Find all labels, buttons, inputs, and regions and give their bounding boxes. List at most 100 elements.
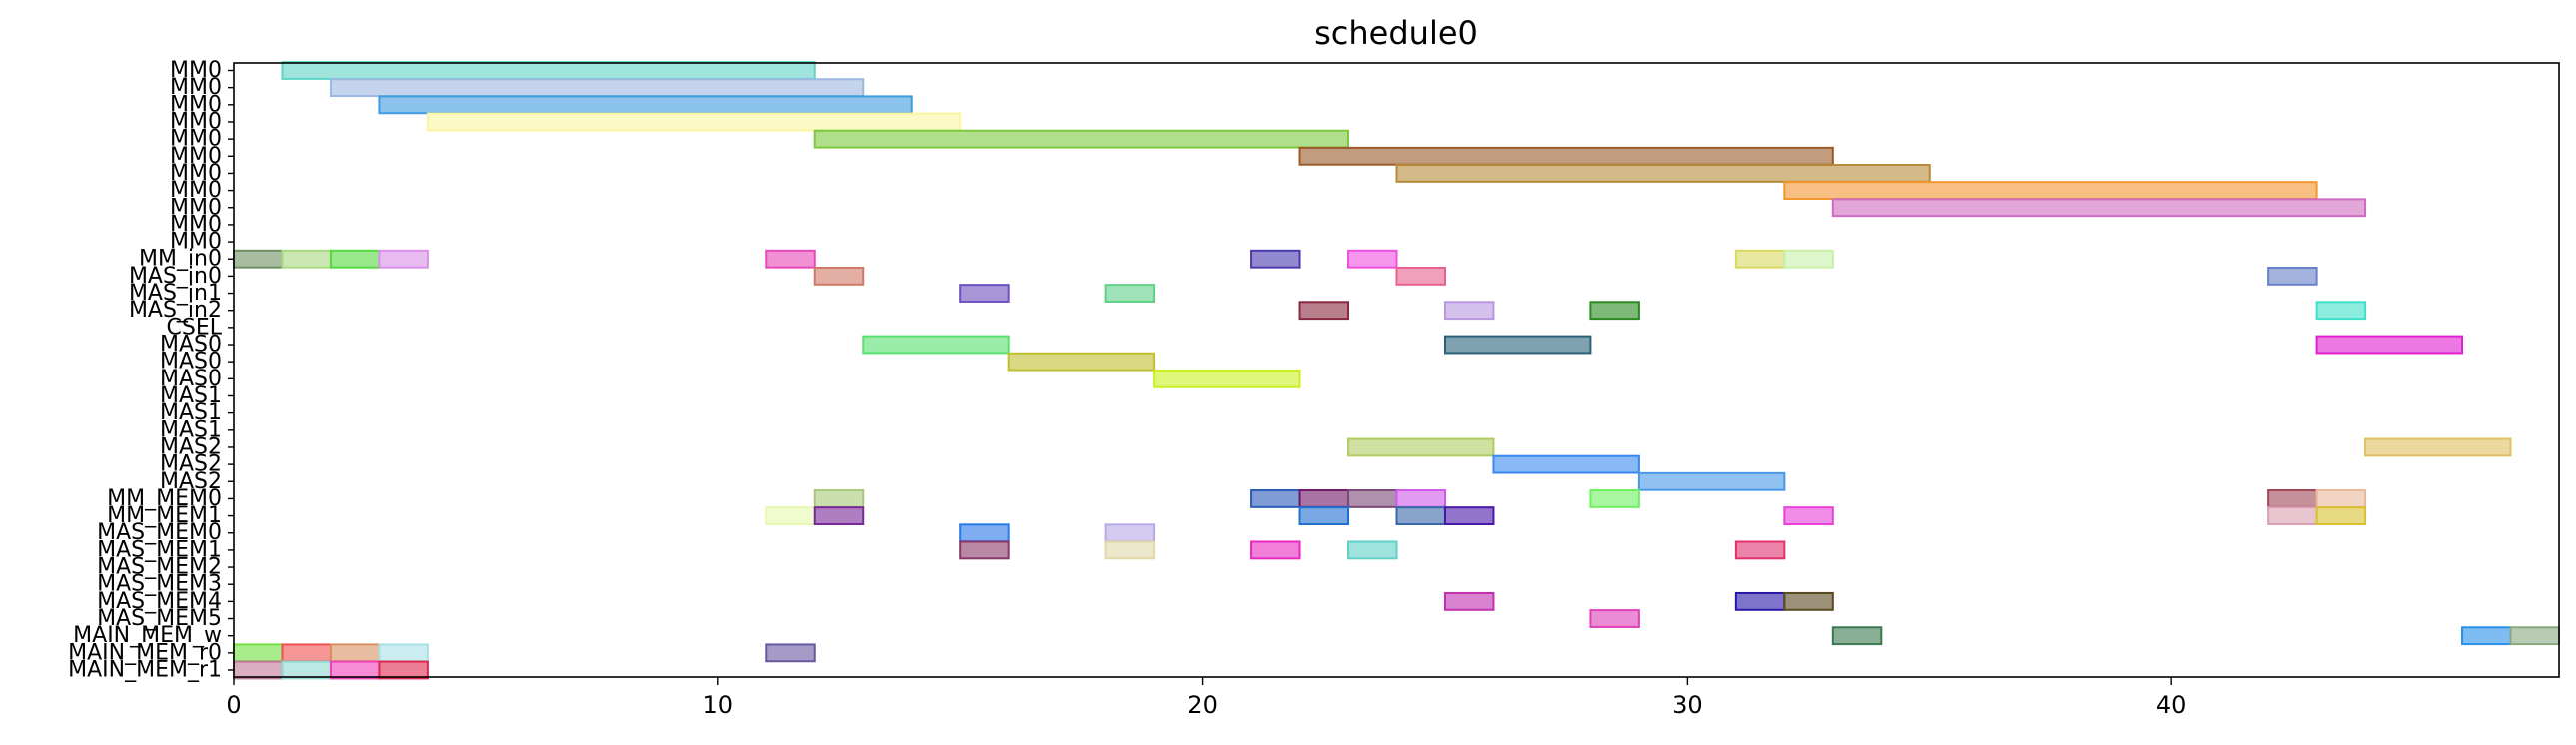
chart-title: schedule0 <box>1314 14 1478 52</box>
gantt-bar <box>281 660 332 680</box>
gantt-bar <box>378 95 913 115</box>
gantt-bar <box>1250 249 1301 269</box>
gantt-bar <box>378 643 429 663</box>
gantt-bar <box>378 660 429 680</box>
gantt-bar <box>1443 591 1495 611</box>
row-label: MAS2 <box>160 434 222 459</box>
row-label: MM0 <box>170 195 222 220</box>
x-tick-label: 0 <box>226 691 241 719</box>
row-label: MAS0 <box>160 350 222 374</box>
row-label: MAS_in1 <box>129 281 222 306</box>
gantt-bar <box>233 643 284 663</box>
gantt-bar <box>1783 249 1834 269</box>
gantt-bar <box>1298 506 1350 525</box>
gantt-bar <box>813 489 865 508</box>
gantt-bar <box>1250 489 1301 508</box>
gantt-bar <box>281 249 332 269</box>
row-label: MAS1 <box>160 417 222 442</box>
gantt-bar <box>233 660 284 680</box>
x-ticks: 0 10 20 30 40 <box>226 677 2186 719</box>
gantt-bar <box>426 112 962 132</box>
row-label: MAIN_MEM_w <box>73 623 222 648</box>
row-label: MM0 <box>170 58 222 83</box>
row-label: MM_MEM1 <box>107 503 222 528</box>
gantt-bar <box>2315 506 2367 525</box>
row-label: MAS2 <box>160 469 222 494</box>
x-tick-label: 30 <box>1672 691 1703 719</box>
gantt-bar <box>2267 506 2318 525</box>
gantt-bar <box>813 266 865 286</box>
gantt-bar <box>1007 352 1156 372</box>
row-label: MAS_MEM3 <box>97 572 222 597</box>
gantt-bar <box>1831 198 2367 218</box>
gantt-bar <box>2267 266 2318 286</box>
row-label: MM0 <box>170 178 222 203</box>
row-label: MAS_MEM2 <box>97 555 222 580</box>
gantt-bar <box>281 643 332 663</box>
row-label: MM0 <box>170 144 222 169</box>
row-label: MM0 <box>170 92 222 117</box>
gantt-bar <box>1395 164 1931 183</box>
gantt-bar <box>1104 284 1156 303</box>
row-label: MAS0 <box>160 367 222 391</box>
gantt-bar <box>765 249 816 269</box>
gantt-bar <box>2315 489 2367 508</box>
row-label: MM0 <box>170 212 222 237</box>
gantt-bar <box>959 284 1010 303</box>
row-label: MM0 <box>170 109 222 134</box>
gantt-bar <box>813 129 1350 149</box>
row-label: MM0 <box>170 75 222 100</box>
gantt-bar <box>2364 437 2512 457</box>
x-tick-label: 40 <box>2156 691 2187 719</box>
gantt-bar <box>1347 489 1398 508</box>
row-label: MM0 <box>170 127 222 152</box>
gantt-bar <box>1395 266 1446 286</box>
gantt-bar <box>1589 489 1640 508</box>
gantt-bar <box>1347 437 1495 457</box>
gantt-bar <box>1637 471 1786 491</box>
gantt-bar <box>1783 181 2318 201</box>
row-label: MAS1 <box>160 400 222 425</box>
gantt-bar <box>1104 523 1156 543</box>
gantt-bar <box>813 506 865 525</box>
gantt-bar <box>1734 591 1786 611</box>
row-label: MM_MEM0 <box>107 486 222 511</box>
row-label: CSEL <box>167 315 223 340</box>
row-labels: MM0MM0MM0MM0MM0MM0MM0MM0MM0MM0MM0MM_in0M… <box>68 58 234 683</box>
x-tick-label: 20 <box>1187 691 1218 719</box>
gantt-bar <box>1734 249 1786 269</box>
gantt-bar <box>1443 335 1592 355</box>
row-label: MAS_in0 <box>129 264 222 289</box>
x-tick-label: 10 <box>703 691 734 719</box>
gantt-bar <box>233 249 284 269</box>
gantt-bar <box>1298 146 1834 166</box>
bars-layer <box>233 61 2560 680</box>
gantt-bar <box>1395 506 1446 525</box>
row-label: MAS_in2 <box>129 298 222 323</box>
gantt-bar <box>1347 249 1398 269</box>
gantt-bar <box>281 61 816 80</box>
gantt-bar <box>1443 506 1495 525</box>
gantt-bar <box>2509 626 2560 646</box>
row-label: MAIN_MEM_r1 <box>68 658 222 683</box>
row-label: MAS_MEM4 <box>97 589 222 614</box>
row-label: MM_in0 <box>139 247 222 272</box>
row-label: MM0 <box>170 230 222 255</box>
gantt-bar <box>378 249 429 269</box>
gantt-bar <box>2315 335 2464 355</box>
gantt-bar <box>1443 301 1495 321</box>
row-label: MAS_MEM0 <box>97 520 222 545</box>
gantt-bar <box>1298 301 1350 321</box>
row-label: MAS_MEM1 <box>97 537 222 562</box>
gantt-bar <box>329 660 381 680</box>
gantt-bar <box>1298 489 1350 508</box>
gantt-bar <box>1104 540 1156 560</box>
gantt-bar <box>329 643 381 663</box>
gantt-bar <box>1492 454 1640 474</box>
row-label: MAS2 <box>160 452 222 477</box>
gantt-bar <box>1831 626 1883 646</box>
gantt-bar <box>1250 540 1301 560</box>
gantt-bar <box>1395 489 1446 508</box>
